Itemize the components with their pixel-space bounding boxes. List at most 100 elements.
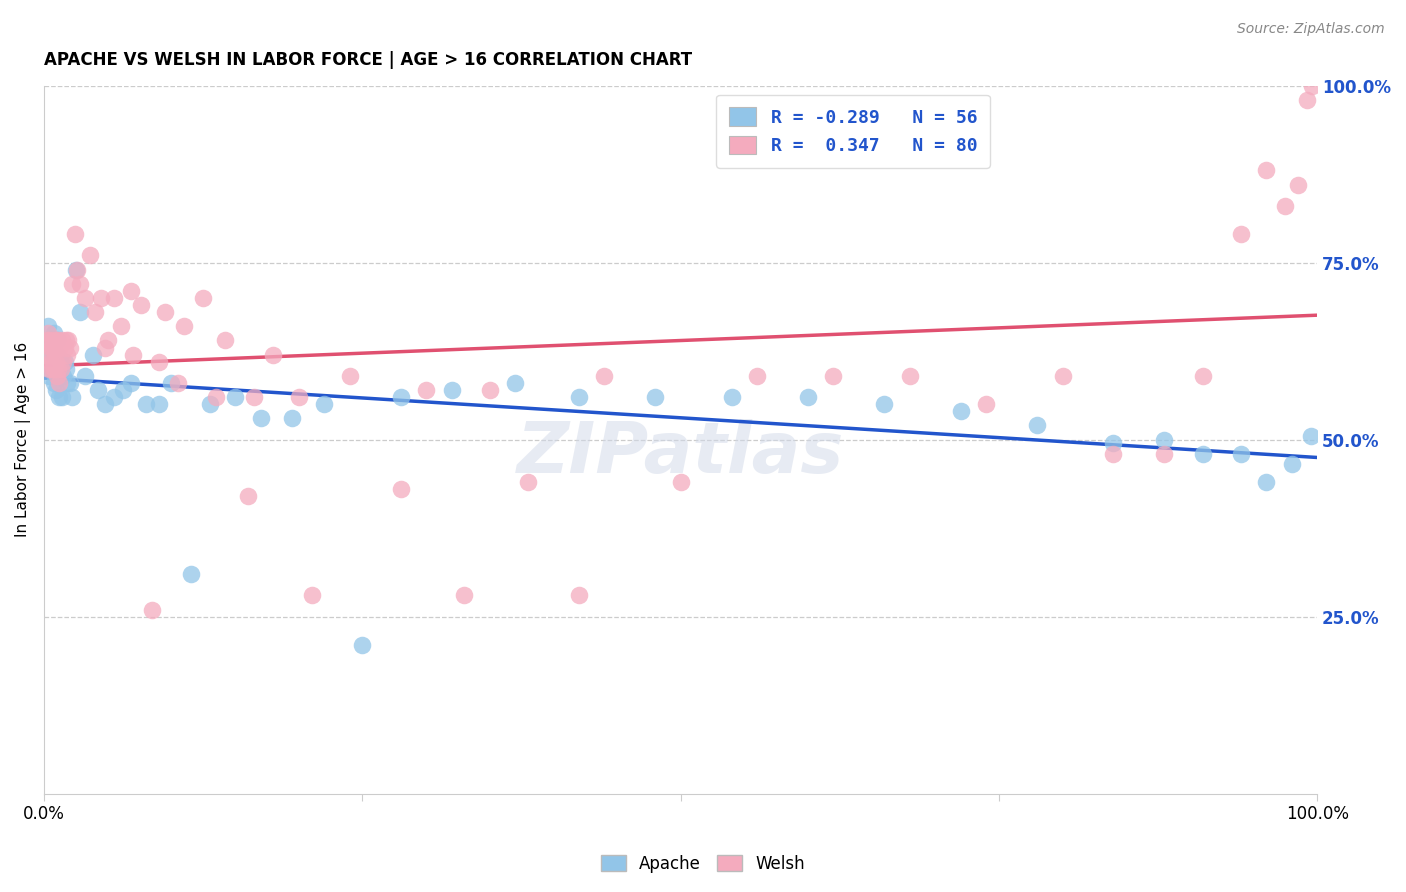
Point — [58, 334, 80, 348]
Point — [52, 368, 75, 383]
Point — [49, 361, 72, 376]
Point — [97, 334, 120, 348]
Point — [193, 291, 215, 305]
Point — [103, 291, 125, 305]
Point — [214, 334, 236, 348]
Point — [160, 376, 183, 390]
Point — [1229, 447, 1251, 461]
Point — [51, 334, 73, 348]
Point — [823, 368, 845, 383]
Point — [198, 397, 221, 411]
Point — [1153, 447, 1175, 461]
Point — [59, 341, 82, 355]
Point — [745, 368, 768, 383]
Point — [110, 319, 132, 334]
Point — [48, 376, 70, 390]
Point — [797, 390, 820, 404]
Point — [236, 489, 259, 503]
Legend: Apache, Welsh: Apache, Welsh — [593, 848, 813, 880]
Point — [42, 348, 65, 362]
Point — [1301, 78, 1323, 93]
Point — [453, 588, 475, 602]
Point — [1102, 436, 1125, 450]
Point — [56, 376, 79, 390]
Point — [46, 334, 69, 348]
Point — [41, 361, 63, 376]
Point — [166, 376, 188, 390]
Y-axis label: In Labor Force | Age > 16: In Labor Force | Age > 16 — [15, 342, 31, 537]
Point — [288, 390, 311, 404]
Point — [82, 348, 104, 362]
Point — [1299, 429, 1322, 443]
Point — [56, 348, 79, 362]
Point — [120, 284, 142, 298]
Point — [86, 383, 108, 397]
Point — [1191, 447, 1213, 461]
Text: Source: ZipAtlas.com: Source: ZipAtlas.com — [1237, 22, 1385, 37]
Point — [1281, 458, 1303, 472]
Point — [339, 368, 361, 383]
Point — [55, 334, 77, 348]
Point — [262, 348, 284, 362]
Point — [44, 376, 66, 390]
Point — [112, 383, 135, 397]
Point — [90, 291, 112, 305]
Point — [45, 334, 67, 348]
Point — [974, 397, 997, 411]
Point — [224, 390, 246, 404]
Point — [478, 383, 501, 397]
Text: APACHE VS WELSH IN LABOR FORCE | AGE > 16 CORRELATION CHART: APACHE VS WELSH IN LABOR FORCE | AGE > 1… — [44, 51, 692, 69]
Point — [37, 319, 59, 334]
Point — [503, 376, 526, 390]
Point — [45, 368, 67, 383]
Point — [94, 397, 117, 411]
Point — [42, 334, 65, 348]
Text: ZIPatlas: ZIPatlas — [517, 419, 845, 488]
Point — [1102, 447, 1125, 461]
Point — [568, 390, 591, 404]
Point — [37, 326, 59, 341]
Point — [644, 390, 666, 404]
Point — [53, 354, 76, 368]
Point — [45, 383, 67, 397]
Point — [1191, 368, 1213, 383]
Point — [38, 361, 60, 376]
Point — [516, 475, 538, 489]
Point — [141, 602, 163, 616]
Point — [45, 354, 67, 368]
Point — [1296, 93, 1319, 107]
Point — [389, 390, 412, 404]
Point — [69, 277, 91, 291]
Point — [65, 262, 87, 277]
Point — [352, 638, 374, 652]
Point — [39, 341, 62, 355]
Point — [38, 334, 60, 348]
Point — [205, 390, 228, 404]
Point — [69, 305, 91, 319]
Point — [1256, 163, 1278, 178]
Point — [84, 305, 107, 319]
Point — [51, 390, 73, 404]
Point — [42, 354, 65, 368]
Point — [1274, 199, 1296, 213]
Point — [1229, 227, 1251, 242]
Point — [301, 588, 323, 602]
Point — [720, 390, 742, 404]
Point — [45, 334, 67, 348]
Point — [180, 567, 202, 582]
Point — [669, 475, 692, 489]
Point — [1026, 418, 1049, 433]
Point — [148, 397, 170, 411]
Point — [898, 368, 921, 383]
Point — [73, 291, 96, 305]
Point — [94, 341, 117, 355]
Point — [46, 368, 69, 383]
Point — [39, 354, 62, 368]
Point — [39, 334, 62, 348]
Point — [44, 361, 66, 376]
Point — [35, 334, 58, 348]
Legend: R = -0.289   N = 56, R =  0.347   N = 80: R = -0.289 N = 56, R = 0.347 N = 80 — [717, 95, 990, 168]
Point — [59, 376, 82, 390]
Point — [45, 348, 67, 362]
Point — [46, 361, 69, 376]
